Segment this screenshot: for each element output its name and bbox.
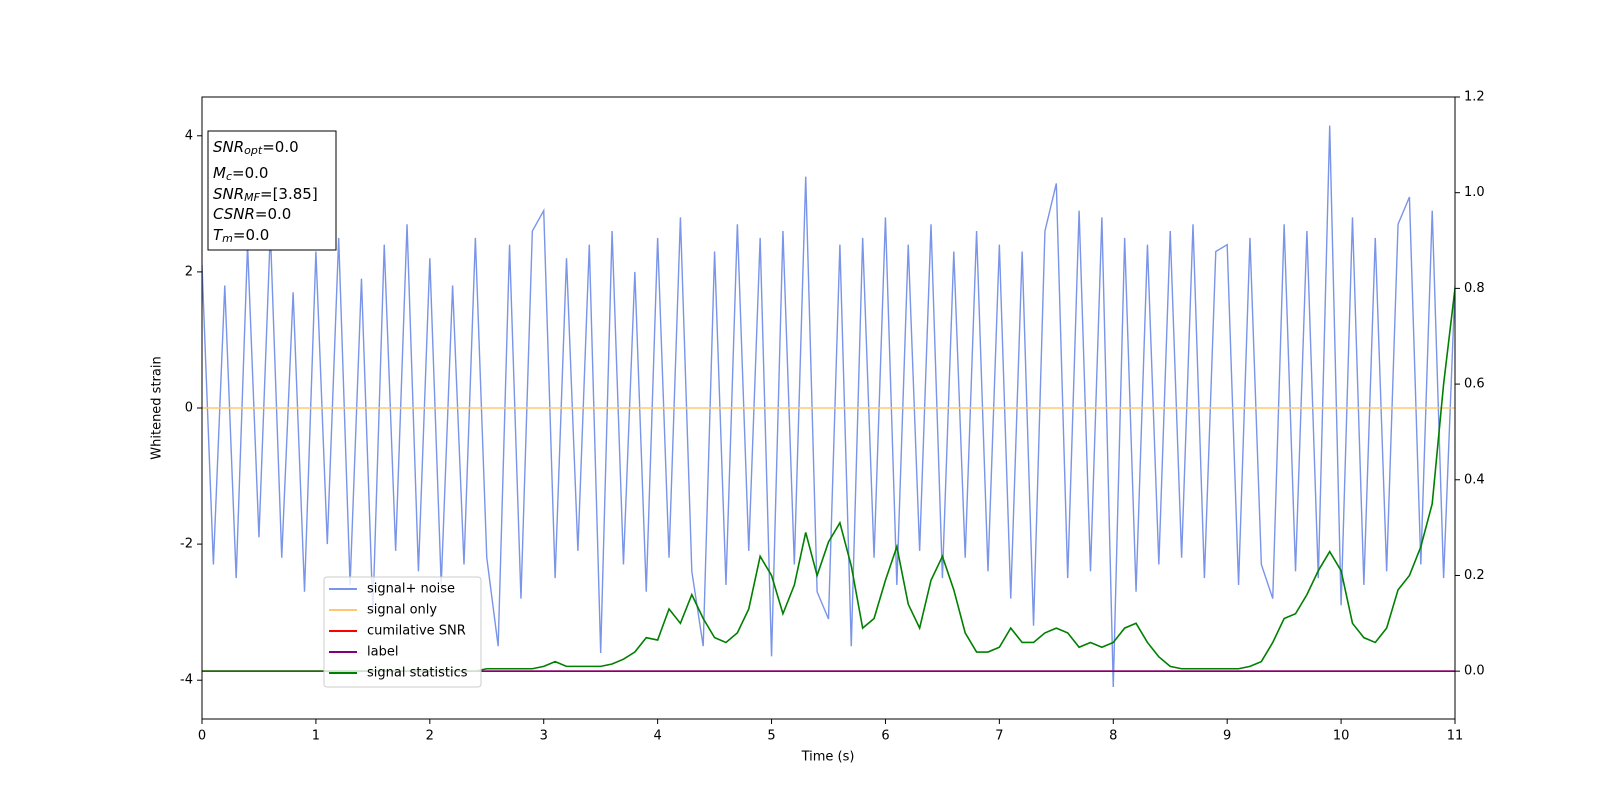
y2-tick-label: 1.0	[1464, 185, 1485, 200]
y-tick-label: 0	[185, 401, 193, 416]
x-tick-label: 6	[881, 729, 889, 744]
y2-tick-label: 0.2	[1464, 568, 1485, 583]
y2-tick-label: 0.8	[1464, 281, 1485, 296]
annotation-line: Mc=0.0	[213, 164, 268, 184]
x-tick-label: 1	[312, 729, 320, 744]
y-axis-label: Whitened strain	[150, 356, 165, 459]
legend-label: cumilative SNR	[367, 624, 466, 639]
annotation-value: =0.0	[262, 138, 298, 156]
annotation-subscript: c	[226, 170, 232, 183]
x-tick-label: 10	[1333, 729, 1350, 744]
x-tick-label: 11	[1447, 729, 1464, 744]
annotation-symbol: T	[213, 226, 224, 244]
legend-label: signal+ noise	[367, 582, 455, 597]
legend-label: label	[367, 645, 398, 660]
series-line	[202, 125, 1455, 688]
y-tick-label: 4	[185, 128, 193, 143]
y-tick-label: -4	[180, 673, 193, 688]
annotation-line: SNRMF=[3.85]	[213, 185, 318, 205]
annotation-symbol: M	[213, 164, 226, 182]
x-tick-label: 0	[198, 729, 206, 744]
annotation-value: =0.0	[255, 205, 291, 223]
x-axis-label: Time (s)	[801, 750, 855, 765]
x-tick-label: 4	[653, 729, 661, 744]
annotation-subscript: MF	[244, 191, 260, 204]
x-tick-label: 9	[1223, 729, 1231, 744]
annotation-box	[207, 130, 337, 251]
legend-label: signal only	[367, 603, 437, 618]
annotation-symbol: SNR	[213, 138, 244, 156]
y2-tick-label: 0.6	[1464, 377, 1485, 392]
x-tick-label: 2	[426, 729, 434, 744]
annotation-line: Tm=0.0	[213, 226, 269, 246]
annotation-line: CSNR=0.0	[213, 205, 291, 223]
x-tick-label: 8	[1109, 729, 1117, 744]
annotation-subscript: m	[222, 232, 233, 245]
annotation-value: =[3.85]	[260, 185, 318, 203]
x-tick-label: 7	[995, 729, 1003, 744]
annotation-symbol: CSNR	[213, 205, 255, 223]
legend-box	[323, 576, 482, 688]
plot-frame	[201, 96, 1456, 720]
y2-tick-label: 1.2	[1464, 90, 1485, 105]
x-tick-label: 3	[540, 729, 548, 744]
annotation-subscript: opt	[244, 144, 263, 157]
y-tick-label: 2	[185, 264, 193, 279]
y-tick-label: -2	[180, 537, 193, 552]
y2-tick-label: 0.0	[1464, 664, 1485, 679]
y2-tick-label: 0.4	[1464, 472, 1485, 487]
annotation-value: =0.0	[233, 226, 269, 244]
annotation-line: SNRopt=0.0	[213, 138, 299, 158]
x-tick-label: 5	[767, 729, 775, 744]
annotation-symbol: SNR	[213, 185, 244, 203]
legend-label: signal statistics	[367, 666, 468, 681]
annotation-value: =0.0	[232, 164, 268, 182]
